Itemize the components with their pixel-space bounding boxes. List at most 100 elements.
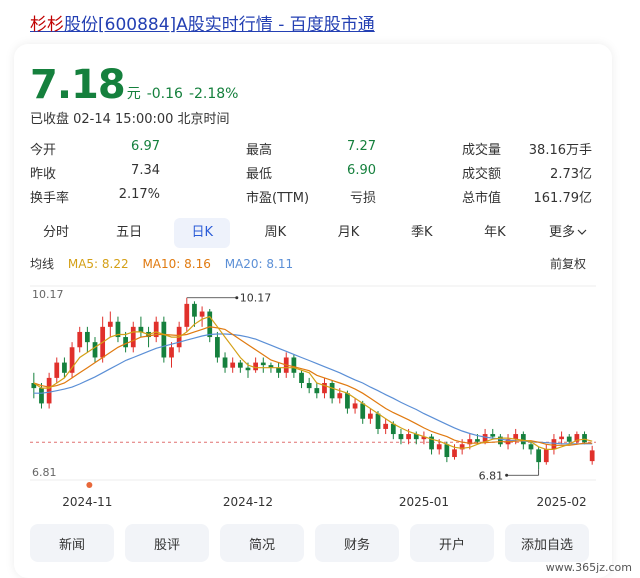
ma5-value: MA5: 8.22 xyxy=(67,257,129,271)
candle-body xyxy=(46,377,52,404)
candle-body xyxy=(421,436,427,440)
ma10-value: MA10: 8.16 xyxy=(142,257,211,271)
candle-body xyxy=(490,434,496,437)
stat-label: 最高 xyxy=(246,142,273,158)
stat-turnover-amount: 成交额 2.73亿 xyxy=(462,163,592,182)
page-title[interactable]: 杉杉股份[600884]A股实时行情 - 百度股市通 xyxy=(30,10,375,35)
stats-row: 昨收 7.34 最低 6.90 成交额 2.73亿 xyxy=(30,160,596,184)
candle-body xyxy=(360,403,366,419)
tab-weekly-k[interactable]: 周K xyxy=(264,225,287,240)
news-button[interactable]: 新闻 xyxy=(30,524,114,562)
quote-header: 7.18 元 -0.16 -2.18% xyxy=(30,62,238,108)
stat-low: 最低 6.90 xyxy=(246,163,376,182)
stat-value: 2.17% xyxy=(118,186,160,202)
open-account-button[interactable]: 开户 xyxy=(410,524,494,562)
stat-label: 换手率 xyxy=(30,190,70,206)
candle-body xyxy=(345,393,350,409)
candle-body xyxy=(192,303,197,317)
candle-body xyxy=(375,413,381,429)
x-tick-label: 2025-01 xyxy=(399,495,449,509)
candle-body xyxy=(413,434,419,440)
stock-card xyxy=(14,44,612,578)
stat-label: 成交量 xyxy=(462,142,502,158)
candle-body xyxy=(237,362,243,368)
candle-body xyxy=(245,367,251,371)
candle-body xyxy=(322,383,327,394)
market-status: 已收盘 02-14 15:00:00 北京时间 xyxy=(30,112,230,127)
candle-body xyxy=(566,436,572,442)
candle-body xyxy=(123,337,128,348)
stat-pe: 市盈(TTM) 亏损 xyxy=(246,187,376,206)
candle-body xyxy=(352,403,358,409)
candle-body xyxy=(115,321,121,338)
tab-quarterly-k[interactable]: 季K xyxy=(410,225,433,240)
high-marker-label: 10.17 xyxy=(240,292,272,305)
tab-monthly-k[interactable]: 月K xyxy=(337,225,360,240)
candle-body xyxy=(215,337,220,358)
candle-body xyxy=(467,439,473,445)
stat-turnover-rate: 换手率 2.17% xyxy=(30,187,160,206)
event-dot xyxy=(86,482,93,488)
stat-value: 6.90 xyxy=(347,162,376,178)
price-unit: 元 xyxy=(126,86,141,102)
stat-market-cap: 总市值 161.79亿 xyxy=(462,187,592,206)
candle-body xyxy=(559,436,564,440)
candle-body xyxy=(589,450,595,462)
candle-body xyxy=(291,357,297,373)
candle-body xyxy=(574,434,580,442)
page-title-highlight: 杉杉 xyxy=(30,15,64,35)
candle-body xyxy=(207,311,213,338)
candle-body xyxy=(383,423,389,429)
candle-body xyxy=(260,362,266,366)
candle-body xyxy=(130,326,136,348)
candle-body xyxy=(367,413,373,419)
candlestick-chart[interactable]: 10.17 6.81 10.17 6.81 2024-11 2024-12 2025-01 2… xyxy=(30,280,596,516)
candle-body xyxy=(390,423,396,435)
stat-value: 亏损 xyxy=(349,190,376,206)
stat-prev-close: 昨收 7.34 xyxy=(30,163,160,182)
candle-body xyxy=(436,444,442,450)
low-marker-dot xyxy=(505,473,509,477)
candle-body xyxy=(513,434,519,440)
candle-body xyxy=(230,362,236,368)
financials-button[interactable]: 财务 xyxy=(315,524,399,562)
add-watchlist-button[interactable]: 添加自选 xyxy=(505,524,589,562)
x-tick-label: 2024-12 xyxy=(223,495,273,509)
tab-intraday[interactable]: 分时 xyxy=(42,225,69,240)
ma-legend: 均线 MA5: 8.22 MA10: 8.16 MA20: 8.11 前复权 xyxy=(30,255,596,272)
stats-row: 换手率 2.17% 市盈(TTM) 亏损 总市值 161.79亿 xyxy=(30,184,596,208)
candle-body xyxy=(314,388,320,394)
tab-yearly-k[interactable]: 年K xyxy=(484,225,506,240)
tab-more-label: 更多 xyxy=(548,225,575,240)
stat-value: 161.79亿 xyxy=(533,190,593,206)
candle-body xyxy=(84,331,90,343)
ma10-line xyxy=(33,326,593,446)
profile-button[interactable]: 简况 xyxy=(220,524,304,562)
watermark: www.365jz.com xyxy=(545,561,632,574)
candle-body xyxy=(520,434,526,445)
candle-body xyxy=(459,444,465,450)
candle-body xyxy=(54,362,60,378)
candle-body xyxy=(276,367,281,373)
adjust-mode[interactable]: 前复权 xyxy=(549,257,586,271)
candle-body xyxy=(169,347,174,358)
comments-button[interactable]: 股评 xyxy=(125,524,209,562)
page-title-rest: 股份[600884]A股实时行情 - 百度股市通 xyxy=(64,15,375,35)
candle-body xyxy=(329,383,335,399)
candle-body xyxy=(475,439,480,442)
candle-body xyxy=(582,434,587,443)
stat-value: 7.27 xyxy=(347,138,376,154)
tab-daily-k[interactable]: 日K xyxy=(174,218,231,248)
candle-body xyxy=(222,357,228,368)
y-max-label: 10.17 xyxy=(32,288,64,301)
candle-body xyxy=(528,444,534,450)
candle-body xyxy=(498,436,503,445)
candle-body xyxy=(299,372,304,383)
tab-five-day[interactable]: 五日 xyxy=(116,225,143,240)
candle-body xyxy=(39,388,44,404)
x-tick-label: 2025-02 xyxy=(537,495,587,509)
candle-body xyxy=(92,342,98,358)
candle-body xyxy=(444,444,450,458)
stat-value: 38.16万手 xyxy=(528,142,592,158)
tab-more[interactable]: 更多 xyxy=(540,218,596,248)
